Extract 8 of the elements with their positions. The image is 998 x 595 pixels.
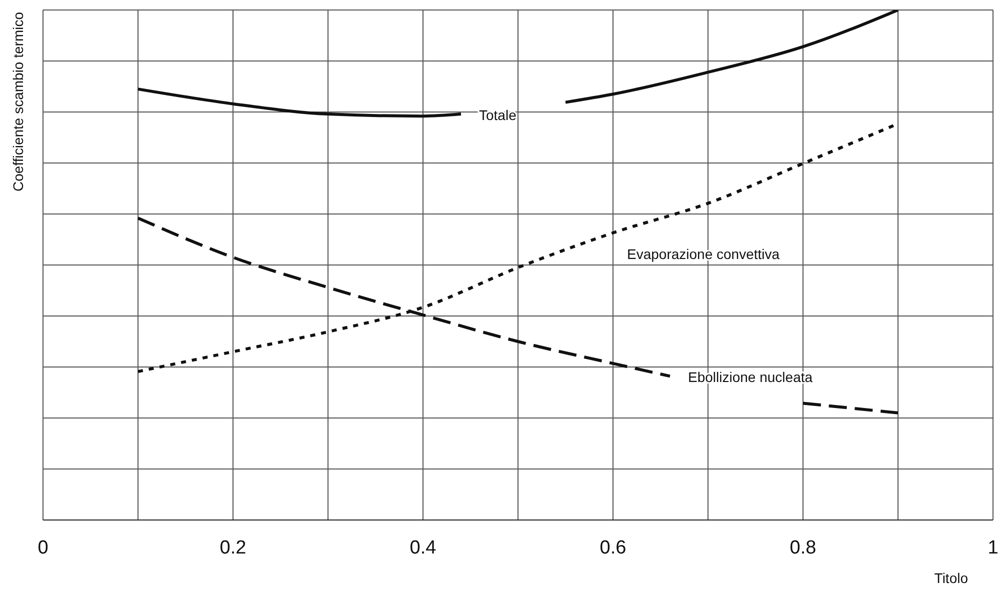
x-tick-label: 0 [38,537,48,558]
x-tick-label: 0.6 [600,537,626,558]
x-tick-label: 0.8 [790,537,816,558]
y-axis-title: Coefficiente scambio termico [10,12,26,192]
x-tick-label: 1 [988,537,998,558]
x-axis-title: Titolo [934,570,968,586]
x-tick-label: 0.2 [220,537,246,558]
x-tick-label: 0.4 [410,537,437,558]
